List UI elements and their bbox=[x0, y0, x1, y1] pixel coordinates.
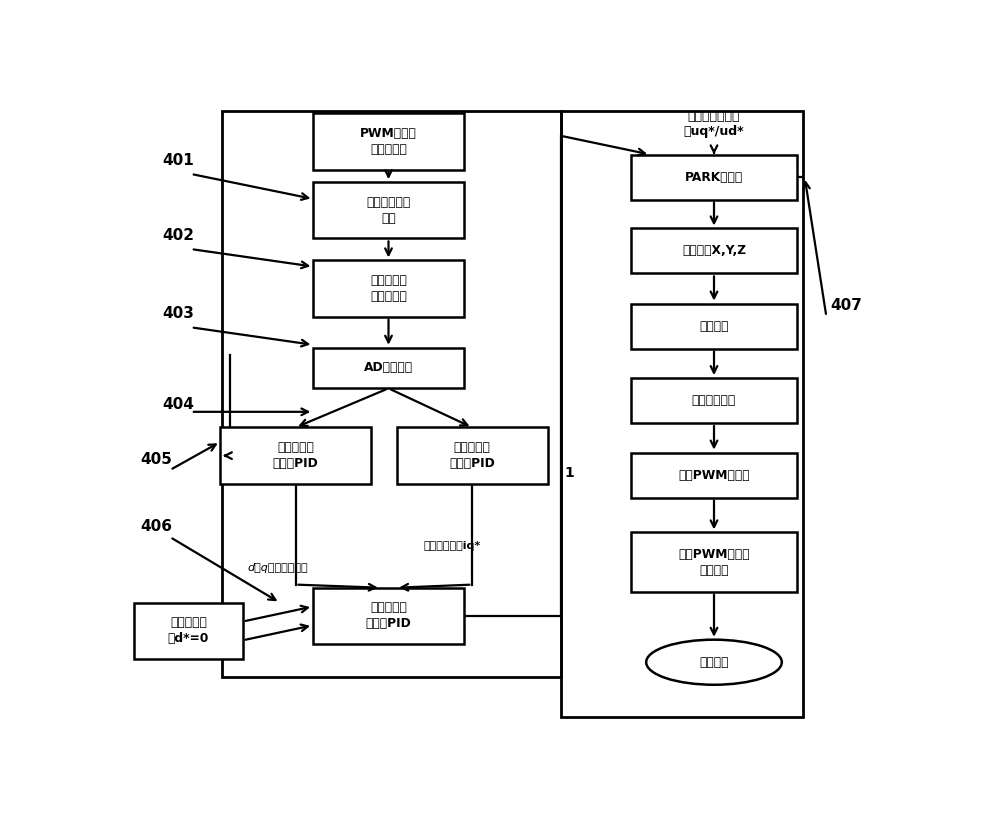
FancyBboxPatch shape bbox=[631, 453, 797, 498]
Ellipse shape bbox=[646, 640, 782, 685]
Text: 电机运行命令
信号: 电机运行命令 信号 bbox=[366, 196, 411, 224]
Text: AD转换模块: AD转换模块 bbox=[364, 362, 413, 375]
Text: 转矩调节器
增量式PID: 转矩调节器 增量式PID bbox=[449, 441, 495, 470]
FancyBboxPatch shape bbox=[631, 533, 797, 592]
FancyBboxPatch shape bbox=[631, 228, 797, 273]
Text: 交轴电流给定iq*: 交轴电流给定iq* bbox=[423, 541, 481, 551]
Text: 406: 406 bbox=[140, 519, 173, 534]
Text: 转子位置检
测模块调用: 转子位置检 测模块调用 bbox=[370, 274, 407, 303]
FancyBboxPatch shape bbox=[313, 260, 464, 317]
Text: 中断返回: 中断返回 bbox=[699, 656, 729, 669]
Text: 计算导通时间: 计算导通时间 bbox=[692, 394, 736, 407]
FancyBboxPatch shape bbox=[313, 588, 464, 644]
Text: 更新PWM比较寄
存器内容: 更新PWM比较寄 存器内容 bbox=[678, 548, 750, 576]
Text: 402: 402 bbox=[162, 228, 194, 242]
Text: PWM定时中
断服务程序: PWM定时中 断服务程序 bbox=[360, 127, 417, 156]
Text: 1: 1 bbox=[564, 466, 574, 480]
FancyBboxPatch shape bbox=[631, 378, 797, 423]
FancyBboxPatch shape bbox=[313, 348, 464, 389]
Text: 401: 401 bbox=[162, 153, 194, 167]
Text: 403: 403 bbox=[162, 306, 194, 321]
Text: 确定PWM占空比: 确定PWM占空比 bbox=[678, 468, 750, 481]
Text: 407: 407 bbox=[830, 298, 862, 313]
Text: 404: 404 bbox=[162, 397, 194, 411]
FancyBboxPatch shape bbox=[313, 182, 464, 238]
FancyBboxPatch shape bbox=[220, 428, 371, 484]
FancyBboxPatch shape bbox=[631, 154, 797, 200]
Text: PARK逆变换: PARK逆变换 bbox=[685, 171, 743, 184]
Text: 计算参数X,Y,Z: 计算参数X,Y,Z bbox=[682, 245, 746, 258]
Text: 405: 405 bbox=[140, 452, 172, 467]
Text: d、q轴的电流反馈: d、q轴的电流反馈 bbox=[247, 563, 308, 573]
Text: 转速调节器
增量式PID: 转速调节器 增量式PID bbox=[273, 441, 318, 470]
Text: 确定扇区: 确定扇区 bbox=[699, 320, 729, 333]
FancyBboxPatch shape bbox=[397, 428, 548, 484]
FancyBboxPatch shape bbox=[134, 602, 243, 659]
FancyBboxPatch shape bbox=[631, 303, 797, 349]
Text: 交、直轴电压给
定uq*/ud*: 交、直轴电压给 定uq*/ud* bbox=[684, 111, 744, 138]
Text: 直轴电流给
定d*=0: 直轴电流给 定d*=0 bbox=[168, 616, 209, 646]
Text: 电流调节器
增量式PID: 电流调节器 增量式PID bbox=[366, 602, 411, 630]
FancyBboxPatch shape bbox=[313, 113, 464, 170]
